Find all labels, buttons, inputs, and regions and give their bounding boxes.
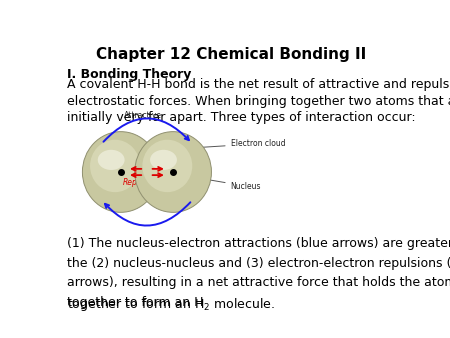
Ellipse shape xyxy=(142,140,192,192)
Text: Repulsive: Repulsive xyxy=(123,178,160,188)
Text: arrows), resulting in a net attractive force that holds the atoms: arrows), resulting in a net attractive f… xyxy=(67,276,450,289)
Text: together to form an H$_2$ molecule.: together to form an H$_2$ molecule. xyxy=(67,296,275,313)
Text: Attractive: Attractive xyxy=(125,111,162,120)
Text: Chapter 12 Chemical Bonding II: Chapter 12 Chemical Bonding II xyxy=(95,47,366,62)
FancyArrowPatch shape xyxy=(104,118,189,142)
Ellipse shape xyxy=(135,132,211,212)
Text: I. Bonding Theory: I. Bonding Theory xyxy=(67,68,191,81)
FancyArrowPatch shape xyxy=(105,202,190,225)
Text: Electron cloud: Electron cloud xyxy=(197,139,285,148)
Ellipse shape xyxy=(82,132,159,212)
Text: (1) The nucleus-electron attractions (blue arrows) are greater than: (1) The nucleus-electron attractions (bl… xyxy=(67,237,450,250)
Text: Nucleus: Nucleus xyxy=(178,174,261,191)
Text: the (2) nucleus-nucleus and (3) electron-electron repulsions (red: the (2) nucleus-nucleus and (3) electron… xyxy=(67,257,450,270)
Ellipse shape xyxy=(90,140,140,192)
Text: A covalent H-H bond is the net result of attractive and repulsive
electrostatic : A covalent H-H bond is the net result of… xyxy=(67,78,450,124)
Text: together to form an H: together to form an H xyxy=(67,296,203,309)
Ellipse shape xyxy=(98,150,125,170)
Ellipse shape xyxy=(150,150,177,170)
